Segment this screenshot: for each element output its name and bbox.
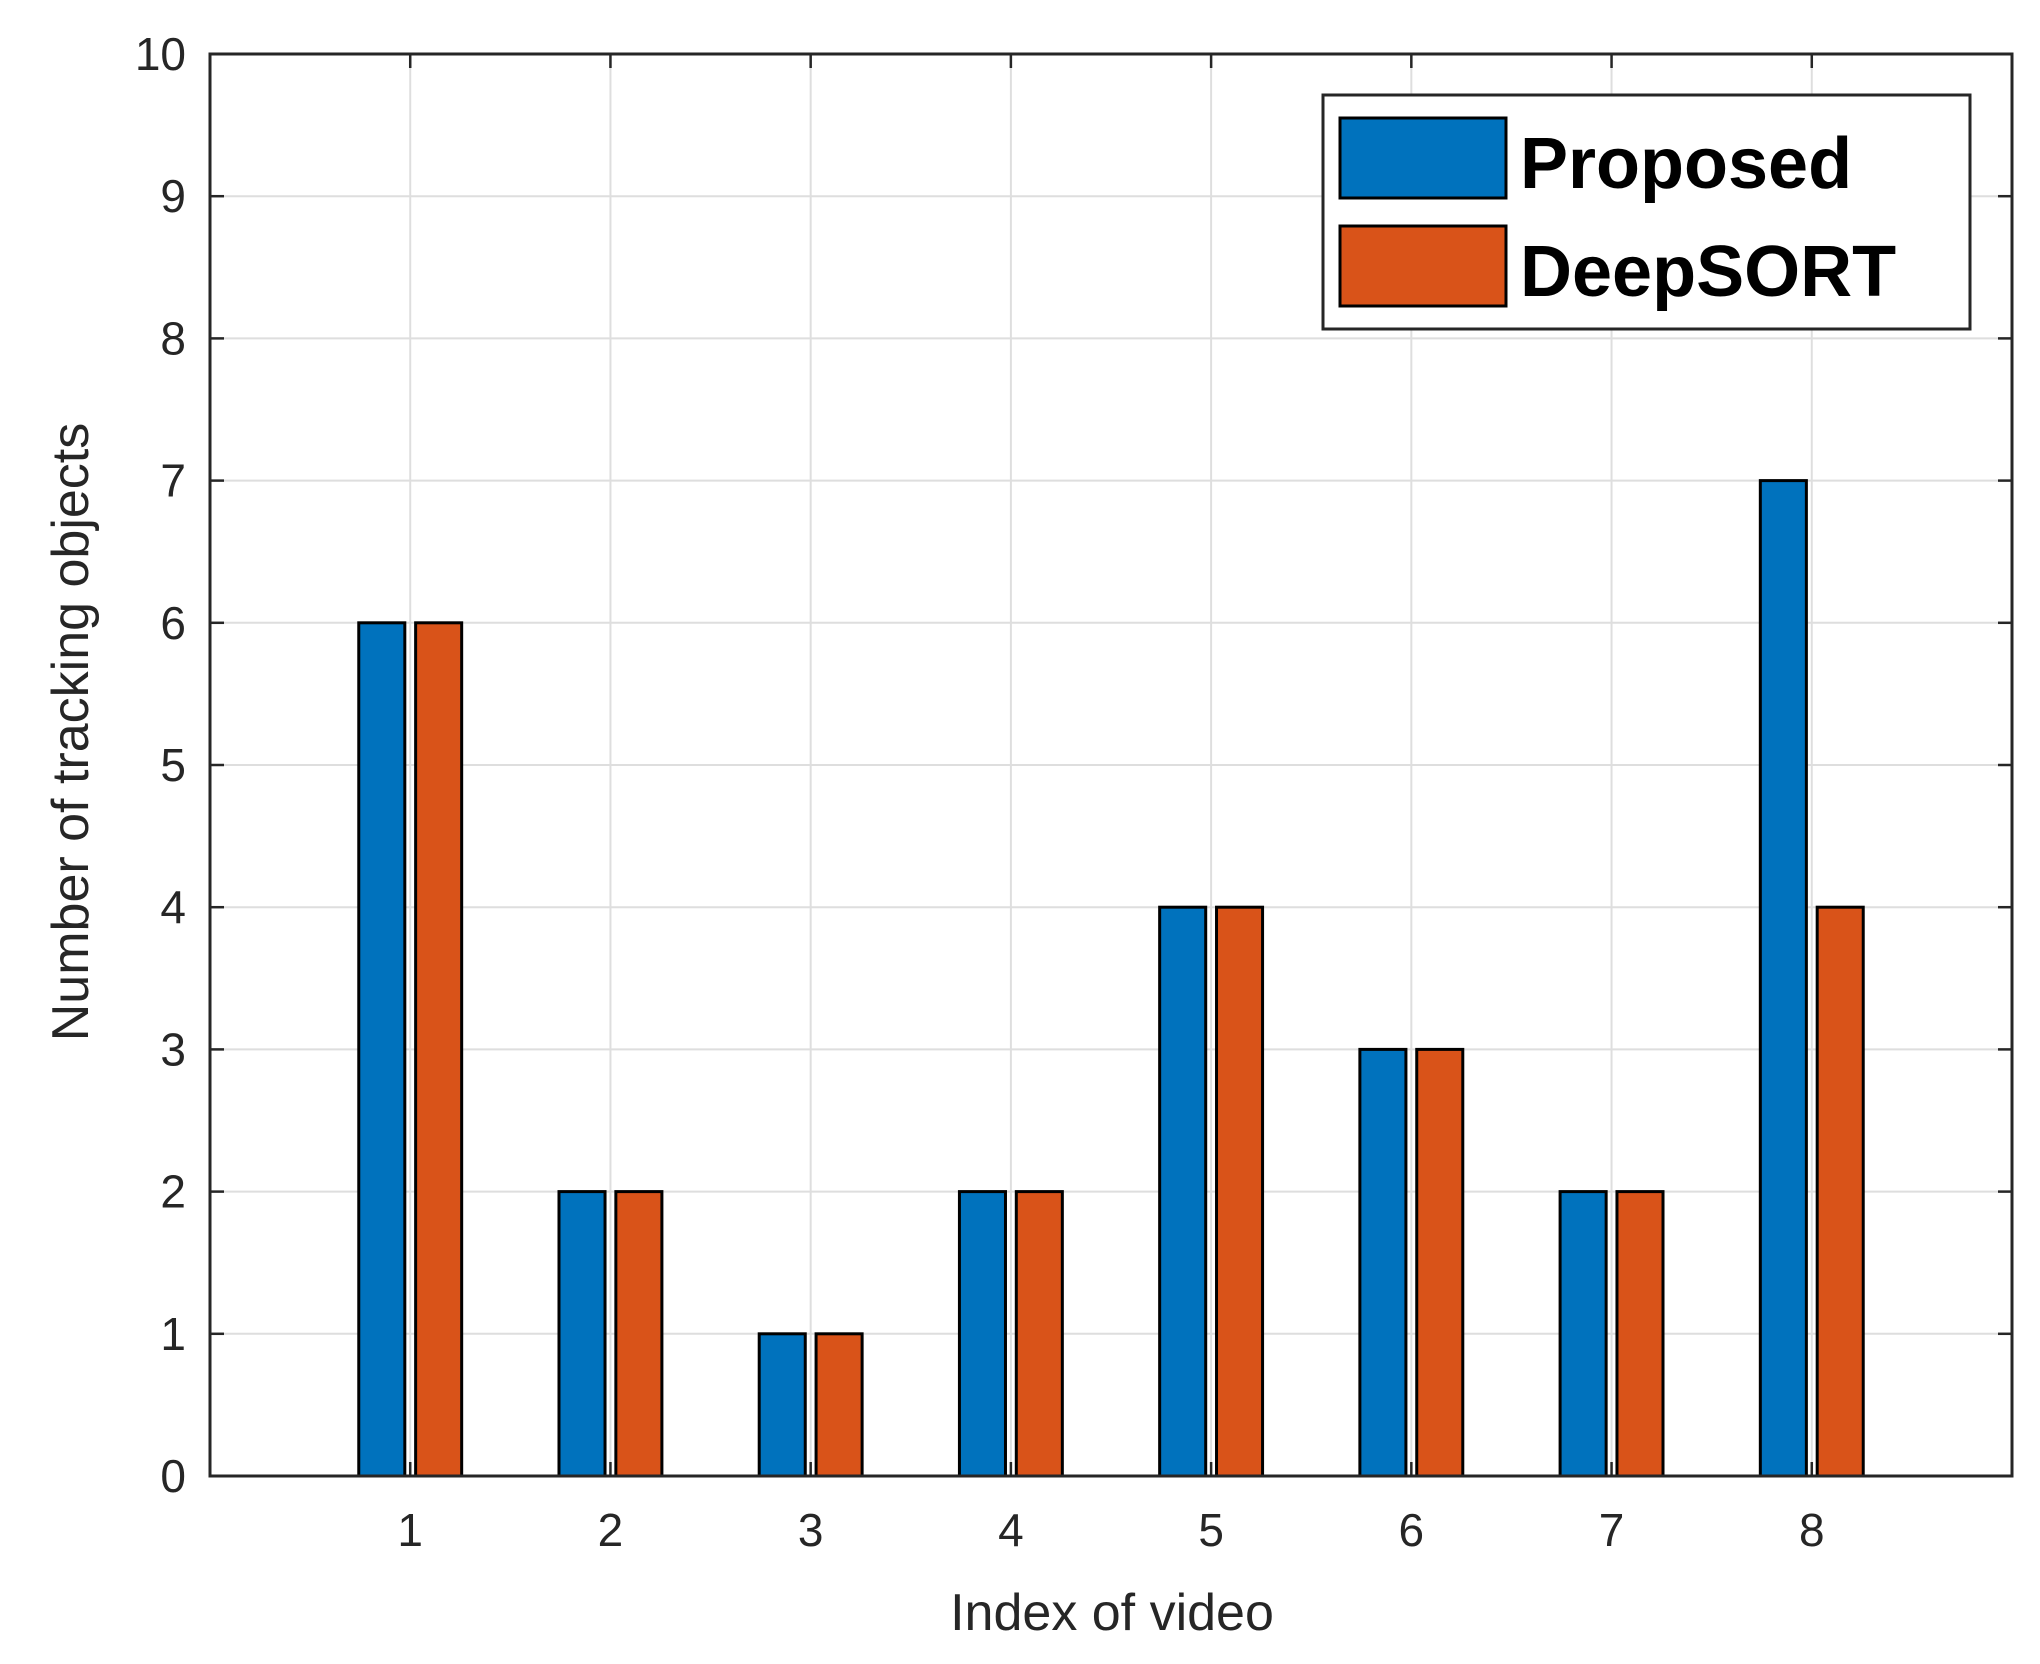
bar-deepsort-1 bbox=[414, 621, 464, 1478]
bar-proposed-3 bbox=[757, 1332, 807, 1478]
legend-label-proposed: Proposed bbox=[1520, 124, 1852, 204]
x-tick-label: 1 bbox=[397, 1504, 423, 1556]
bar-proposed-7 bbox=[1558, 1190, 1608, 1478]
bar-deepsort-2 bbox=[614, 1190, 664, 1478]
bar-proposed-1 bbox=[357, 621, 407, 1478]
y-tick-label: 7 bbox=[160, 455, 186, 507]
y-tick-label: 6 bbox=[160, 597, 186, 649]
bar-proposed-5 bbox=[1158, 905, 1208, 1478]
x-tick-label: 7 bbox=[1599, 1504, 1625, 1556]
bar-proposed-2 bbox=[557, 1190, 607, 1478]
x-tick-label: 4 bbox=[998, 1504, 1024, 1556]
plot-frame bbox=[208, 52, 2014, 1478]
bar-deepsort-3 bbox=[814, 1332, 864, 1478]
x-tick-label: 6 bbox=[1399, 1504, 1425, 1556]
x-tick-label: 2 bbox=[598, 1504, 624, 1556]
tick-labels: 0 1 2 3 4 5 6 7 8 9 10 1 2 3 4 5 6 7 8 bbox=[135, 28, 1825, 1556]
x-tick-label: 8 bbox=[1799, 1504, 1825, 1556]
y-tick-label: 10 bbox=[135, 28, 186, 80]
y-axis-title: Number of tracking objects bbox=[42, 423, 100, 1042]
bars bbox=[357, 479, 1865, 1478]
x-tick-label: 5 bbox=[1198, 1504, 1224, 1556]
y-tick-label: 3 bbox=[160, 1023, 186, 1075]
axes bbox=[208, 52, 2014, 1478]
bar-proposed-8 bbox=[1758, 479, 1808, 1478]
bar-deepsort-4 bbox=[1014, 1190, 1064, 1478]
y-tick-label: 5 bbox=[160, 739, 186, 791]
bar-proposed-6 bbox=[1358, 1047, 1408, 1478]
bar-deepsort-6 bbox=[1415, 1047, 1465, 1478]
bar-deepsort-7 bbox=[1615, 1190, 1665, 1478]
y-tick-label: 4 bbox=[160, 881, 186, 933]
y-tick-label: 9 bbox=[160, 170, 186, 222]
y-tick-label: 1 bbox=[160, 1308, 186, 1360]
y-tick-label: 2 bbox=[160, 1166, 186, 1218]
legend-swatch-deepsort bbox=[1338, 224, 1508, 308]
legend-label-deepsort: DeepSORT bbox=[1520, 232, 1896, 312]
x-axis-title: Index of video bbox=[950, 1584, 1274, 1642]
y-tick-label: 0 bbox=[160, 1450, 186, 1502]
x-tick-label: 3 bbox=[798, 1504, 824, 1556]
legend: Proposed DeepSORT bbox=[1321, 93, 1972, 331]
bar-proposed-4 bbox=[957, 1190, 1007, 1478]
legend-swatch-proposed bbox=[1338, 116, 1508, 200]
bar-deepsort-5 bbox=[1215, 905, 1265, 1478]
bar-deepsort-8 bbox=[1815, 905, 1865, 1478]
y-tick-label: 8 bbox=[160, 312, 186, 364]
